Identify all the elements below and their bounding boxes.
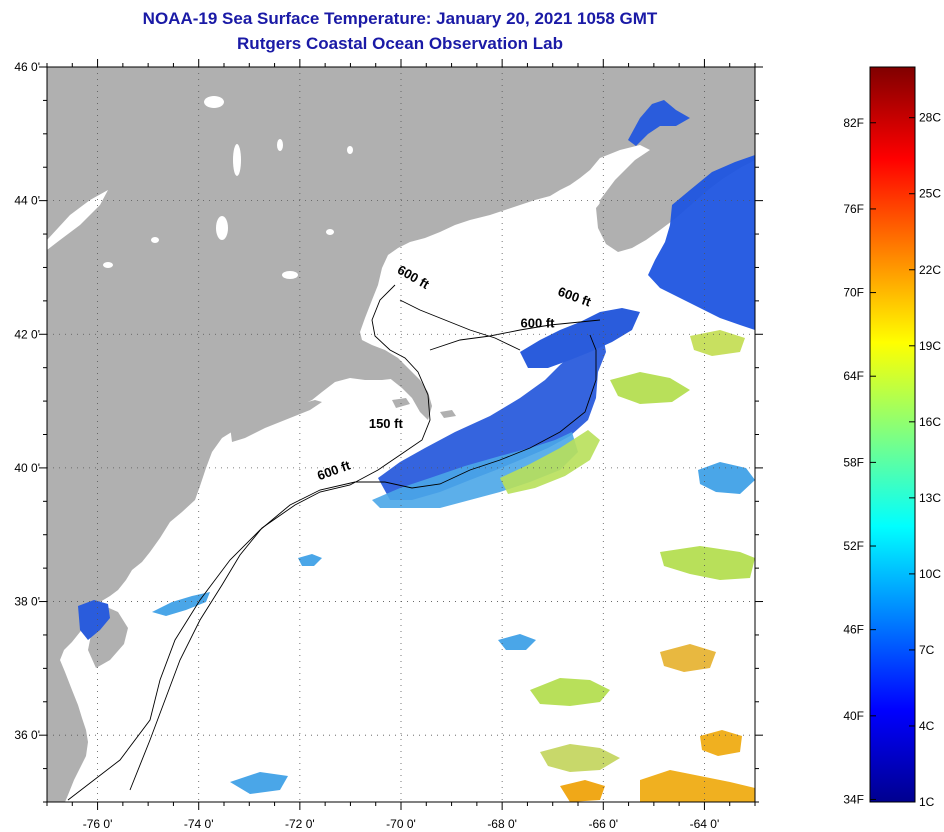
colorbar-label-c: 13C [919, 491, 941, 505]
contour-600ft-shelf-break [67, 334, 597, 801]
contour-600ft-gulf [429, 319, 601, 351]
land-islands [392, 398, 456, 418]
colorbar-label-c: 1C [919, 795, 935, 809]
sst-patch-shelf-cool [372, 432, 578, 508]
colorbar-label-f: 76F [843, 202, 864, 216]
colorbar-fahrenheit-labels: 82F 76F 70F 64F 58F 52F 46F 40F 34F [843, 116, 876, 806]
longitude-label: -70 0' [386, 817, 416, 831]
longitude-label: -76 0' [83, 817, 113, 831]
longitude-label: -68 0' [487, 817, 517, 831]
longitude-label: -64 0' [690, 817, 720, 831]
contour-label: 150 ft [369, 416, 404, 431]
longitude-label: -72 0' [285, 817, 315, 831]
latitude-label: 44 0' [14, 194, 40, 208]
latitude-label: 36 0' [14, 728, 40, 742]
sst-patch-mid-cool [498, 634, 536, 650]
colorbar-label-c: 16C [919, 415, 941, 429]
sst-patch-south-warm-2 [700, 730, 742, 756]
latitude-label: 38 0' [14, 595, 40, 609]
sst-patches [78, 100, 755, 802]
latitude-labels: 46 0' 44 0' 42 0' 40 0' 38 0' 36 0' [14, 60, 40, 742]
sst-patch-east-mild [660, 546, 755, 580]
bathymetry-contours [67, 284, 601, 801]
colorbar-label-f: 46F [843, 623, 864, 637]
land-long-island [230, 400, 322, 442]
sst-patch-east-mild-2 [690, 330, 745, 356]
sst-patch-nj-shelf [298, 554, 322, 566]
colorbar-label-c: 4C [919, 719, 935, 733]
graticule [47, 67, 755, 802]
sst-patch-south-warm-3 [660, 644, 716, 672]
axis-ticks [39, 59, 763, 810]
sst-patch-chesapeake [78, 600, 110, 640]
sst-patch-scotian-shelf-cold [648, 155, 755, 330]
sst-patch-south-cool [230, 772, 288, 794]
sst-patch-midshelf [152, 592, 210, 616]
colorbar-label-f: 64F [843, 369, 864, 383]
colorbar-label-c: 19C [919, 339, 941, 353]
land-nova-scotia [596, 112, 755, 252]
sst-patch-bay-of-fundy [628, 100, 690, 146]
colorbar-label-c: 10C [919, 567, 941, 581]
latitude-label: 42 0' [14, 327, 40, 341]
contour-600ft-inner [399, 299, 521, 351]
longitude-labels: -76 0' -74 0' -72 0' -70 0' -68 0' -66 0' -64 … [83, 817, 720, 831]
colorbar-label-f: 82F [843, 116, 864, 130]
colorbar-label-f: 40F [843, 709, 864, 723]
colorbar-label-c: 22C [919, 263, 941, 277]
map-title: NOAA-19 Sea Surface Temperature: January… [142, 9, 658, 28]
sst-patch-south-warm-1 [640, 770, 755, 802]
sst-patch-gulf-of-maine-cold [378, 330, 606, 500]
colorbar-label-f: 34F [843, 792, 864, 806]
sst-patch-east-cool [698, 462, 755, 494]
sst-patch-south-mild-1 [530, 678, 610, 706]
inland-lakes [47, 96, 353, 279]
colorbar-label-f: 70F [843, 286, 864, 300]
sst-patch-southeast-warm [560, 780, 605, 802]
sst-patch-georges-cold [520, 308, 640, 368]
colorbar-label-c: 28C [919, 111, 941, 125]
colorbar-label-f: 52F [843, 539, 864, 553]
latitude-label: 46 0' [14, 60, 40, 74]
sst-patch-shelf-mild [500, 430, 600, 494]
contour-150ft [129, 284, 431, 791]
colorbar-celsius-labels: 28C 25C 22C 19C 16C 13C 10C 7C 4C 1C [909, 111, 941, 809]
longitude-label: -66 0' [588, 817, 618, 831]
contour-label: 600 ft [521, 316, 556, 331]
colorbar-label-f: 58F [843, 455, 864, 469]
colorbar-label-c: 25C [919, 187, 941, 201]
land-northeast-us [47, 67, 755, 802]
sst-patch-slope-mild [610, 372, 690, 404]
colorbar-label-c: 7C [919, 643, 935, 657]
land-cape-cod [378, 352, 432, 420]
map-subtitle: Rutgers Coastal Ocean Observation Lab [237, 34, 563, 53]
sst-patch-south-mild-2 [540, 744, 620, 772]
colorbar [869, 66, 916, 803]
latitude-label: 40 0' [14, 461, 40, 475]
longitude-label: -74 0' [184, 817, 214, 831]
